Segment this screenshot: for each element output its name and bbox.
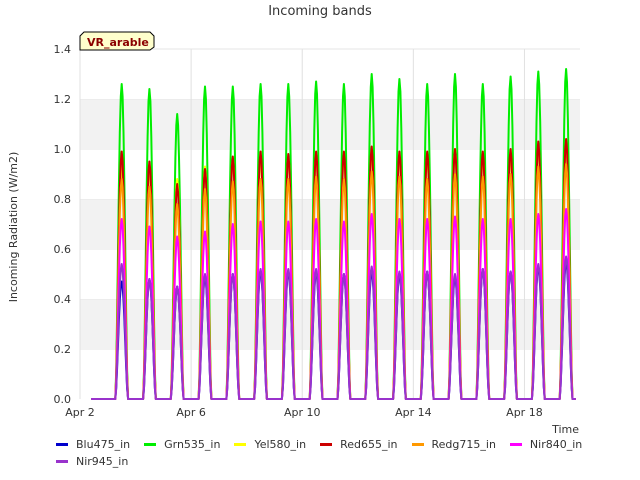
legend-label: Nir840_in	[529, 438, 583, 451]
grid-bands	[79, 48, 580, 399]
legend-row: Blu475_in Grn535_in Yel580_in Red655_in Redg…	[56, 436, 636, 453]
grid-band	[80, 149, 580, 199]
badge-label: VR_arable	[87, 36, 149, 49]
legend-label: Nir945_in	[76, 455, 129, 468]
legend-item: Grn535_in	[144, 438, 220, 451]
y-tick-label: 1.0	[54, 143, 72, 156]
x-tick-label: Apr 10	[284, 406, 321, 419]
y-tick-label: 0.2	[54, 343, 72, 356]
grid-band	[80, 249, 580, 299]
legend: Blu475_in Grn535_in Yel580_in Red655_in Redg…	[56, 436, 636, 470]
x-axis-label: Time	[551, 423, 579, 436]
grid-band	[80, 99, 580, 149]
legend-swatch	[56, 460, 68, 463]
chart-title: Incoming bands	[268, 4, 372, 19]
legend-item: Nir945_in	[56, 455, 128, 468]
legend-item: Red655_in	[320, 438, 398, 451]
legend-item: Yel580_in	[234, 438, 306, 451]
legend-label: Red655_in	[340, 438, 398, 451]
legend-swatch	[56, 443, 68, 446]
legend-row: Nir945_in	[56, 453, 636, 470]
x-tick-label: Apr 18	[506, 406, 543, 419]
legend-swatch	[144, 443, 157, 446]
y-axis-label: Incoming Radiation (W/m2)	[7, 152, 20, 303]
legend-label: Redg715_in	[431, 438, 496, 451]
y-tick-label: 1.2	[54, 93, 72, 106]
x-tick-label: Apr 6	[176, 406, 206, 419]
legend-label: Yel580_in	[254, 438, 307, 451]
y-tick-label: 1.4	[54, 43, 72, 56]
legend-swatch	[411, 443, 424, 446]
y-tick-labels: 0.0 0.2 0.4 0.6 0.8 1.0 1.2 1.4	[54, 43, 72, 406]
y-tick-label: 0.4	[54, 293, 72, 306]
series-line-nir945-in	[91, 255, 576, 400]
x-tick-label: Apr 14	[395, 406, 432, 419]
legend-item: Blu475_in	[56, 438, 130, 451]
legend-swatch	[234, 443, 247, 446]
x-tick-labels: Apr 2 Apr 6 Apr 10 Apr 14 Apr 18	[65, 406, 542, 419]
x-tick-label: Apr 2	[65, 406, 95, 419]
legend-item: Nir840_in	[509, 438, 583, 451]
legend-swatch	[320, 443, 333, 446]
y-tick-label: 0.8	[54, 193, 72, 206]
legend-label: Blu475_in	[76, 438, 131, 451]
badge: VR_arable	[79, 31, 155, 51]
legend-swatch	[509, 443, 522, 446]
series-lines	[91, 68, 576, 400]
y-tick-label: 0.0	[54, 393, 72, 406]
grid-band	[80, 299, 580, 349]
grid-band	[80, 49, 580, 99]
grid-band	[80, 199, 580, 249]
grid-band	[80, 349, 580, 399]
legend-label: Grn535_in	[164, 438, 221, 451]
y-tick-label: 0.6	[54, 243, 72, 256]
legend-item: Redg715_in	[411, 438, 496, 451]
